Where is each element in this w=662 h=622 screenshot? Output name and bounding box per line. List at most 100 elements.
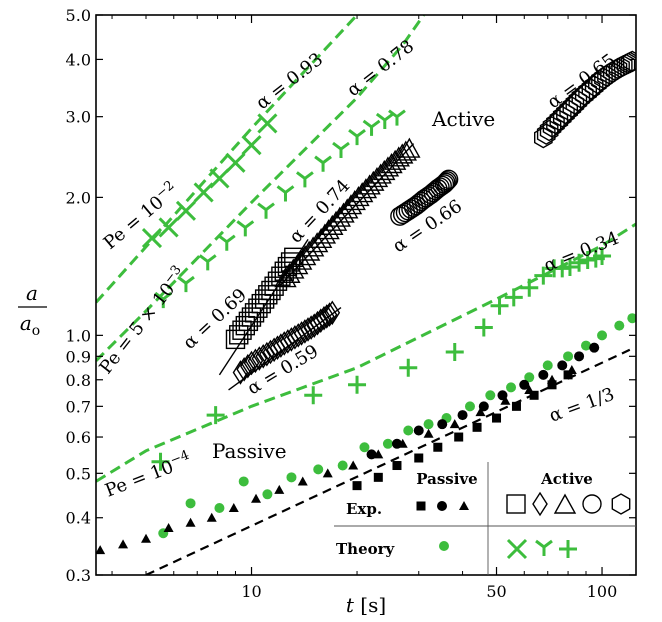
data-point xyxy=(392,461,402,471)
data-point xyxy=(362,119,381,136)
legend-marker xyxy=(506,538,528,560)
data-point-interp xyxy=(247,348,264,374)
legend-col-header: Active xyxy=(540,470,593,488)
data-point xyxy=(274,484,285,494)
data-point xyxy=(399,358,418,377)
data-point xyxy=(332,141,350,159)
legend: Passive Active Exp. Theory xyxy=(334,462,636,575)
data-point xyxy=(580,340,591,351)
annotation-alpha_13: α = 1/3 xyxy=(547,384,618,427)
data-point-interp xyxy=(280,252,301,272)
theory-curve-2 xyxy=(96,222,636,483)
data-point-interp xyxy=(574,83,594,106)
series-5 xyxy=(232,300,341,385)
data-point-interp xyxy=(568,89,588,112)
data-point-interp xyxy=(278,262,301,283)
data-point xyxy=(457,410,468,421)
data-point xyxy=(243,350,260,376)
legend-marker xyxy=(611,493,631,515)
data-point xyxy=(206,406,225,425)
data-point xyxy=(524,384,535,394)
data-point xyxy=(597,330,608,341)
data-point xyxy=(474,318,493,337)
data-point-interp xyxy=(258,285,278,305)
data-point xyxy=(542,116,562,138)
data-point-interp xyxy=(613,54,633,77)
data-point xyxy=(506,382,517,393)
data-point xyxy=(464,401,475,412)
y-tick-label: 0.6 xyxy=(66,428,91,447)
data-point xyxy=(241,135,262,156)
data-point xyxy=(490,296,509,315)
data-point xyxy=(154,291,173,309)
data-point-interp xyxy=(605,59,625,82)
data-point xyxy=(262,489,273,500)
annotation-alpha_034: α = 0.34 xyxy=(541,228,622,277)
data-point xyxy=(563,370,573,380)
data-point xyxy=(286,472,297,483)
legend-marker xyxy=(437,501,447,511)
data-point xyxy=(177,275,195,293)
data-point xyxy=(185,517,196,527)
data-point xyxy=(397,438,408,448)
annotation-pe_1e-4: Pe = 10−4 xyxy=(102,448,195,502)
plot-frame xyxy=(95,14,637,576)
data-point xyxy=(413,425,424,436)
data-point xyxy=(141,533,152,543)
y-tick-label: 3.0 xyxy=(66,108,91,127)
data-point xyxy=(504,288,523,307)
data-point xyxy=(236,220,255,237)
data-point xyxy=(437,419,448,430)
data-point-interp xyxy=(240,353,256,379)
fit-line xyxy=(228,306,342,391)
legend-marker xyxy=(553,493,577,514)
data-point-interp xyxy=(618,52,636,75)
series-9 xyxy=(141,113,278,249)
series-0 xyxy=(158,313,636,539)
data-point xyxy=(547,374,558,384)
data-point xyxy=(520,278,539,297)
y-tick-label: 1.0 xyxy=(66,326,91,345)
x-tick-label: 50 xyxy=(486,582,506,601)
data-point xyxy=(454,432,464,442)
x-axis-label: t [s] xyxy=(346,593,386,617)
data-point xyxy=(276,185,295,202)
legend-marker xyxy=(559,540,577,558)
svg-text:ao: ao xyxy=(20,311,40,339)
series-4 xyxy=(225,247,304,350)
data-point xyxy=(529,390,539,400)
data-point xyxy=(296,171,314,188)
data-point-interp xyxy=(391,143,414,164)
data-point-interp xyxy=(236,357,252,382)
data-point xyxy=(423,419,434,430)
y-tick-label: 2.0 xyxy=(66,188,91,207)
data-point-interp xyxy=(251,346,268,371)
y-tick-label: 0.7 xyxy=(66,397,91,416)
annotation-alpha_093: α = 0.93 xyxy=(252,49,327,114)
data-point xyxy=(593,246,612,265)
annotation-pe_5e-3: Pe = 5 × 10−3 xyxy=(94,263,191,378)
data-point-interp xyxy=(312,308,329,333)
series-3 xyxy=(96,365,577,555)
data-point xyxy=(118,539,129,549)
data-point xyxy=(314,155,332,172)
data-point xyxy=(313,464,324,475)
y-tick-label: 0.9 xyxy=(66,347,91,366)
data-point xyxy=(217,234,236,251)
data-point-interp xyxy=(536,123,556,145)
legend-marker xyxy=(459,501,469,510)
data-point-interp xyxy=(318,304,335,329)
data-point xyxy=(322,468,333,478)
y-tick-label: 0.8 xyxy=(66,371,91,390)
data-point xyxy=(388,109,406,126)
series-8 xyxy=(534,50,636,149)
data-point-interp xyxy=(594,67,613,90)
data-point xyxy=(492,413,502,423)
data-point xyxy=(500,395,511,405)
data-point xyxy=(359,442,370,453)
data-point xyxy=(547,380,557,390)
data-point xyxy=(96,545,106,555)
data-point-interp xyxy=(394,140,417,161)
data-point-interp xyxy=(620,51,636,74)
data-point xyxy=(524,372,535,383)
